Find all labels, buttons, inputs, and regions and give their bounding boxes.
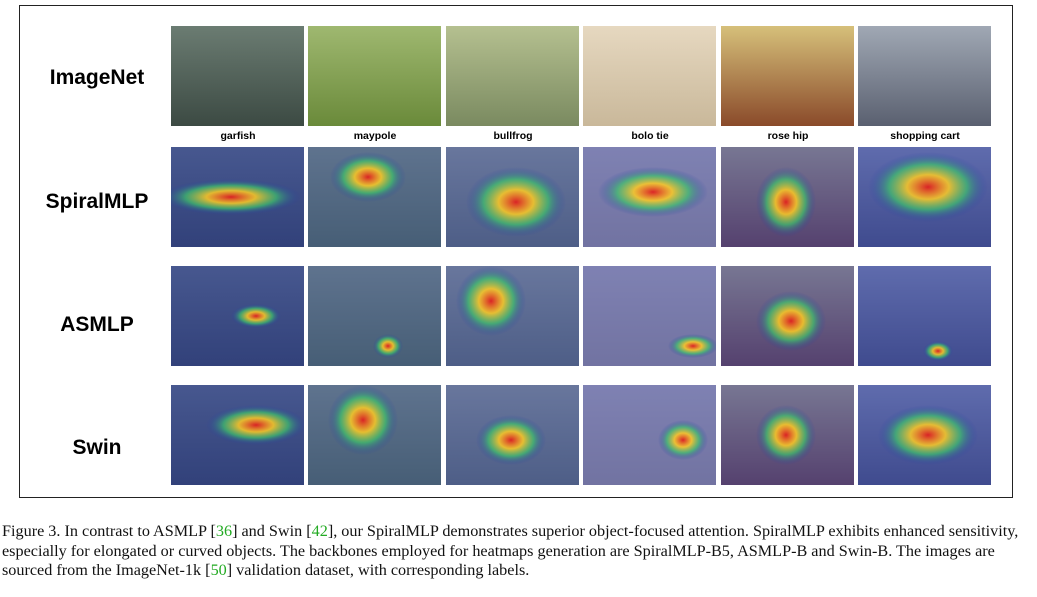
col-label-bullfrog: bullfrog: [493, 130, 533, 142]
figure-caption: Figure 3. In contrast to ASMLP [36] and …: [2, 522, 1019, 580]
image-swin-rose-hip: [721, 385, 854, 485]
image-swin-shopping-cart: [858, 385, 991, 485]
citation-link[interactable]: 50: [210, 561, 227, 580]
image-imagenet-bullfrog: [446, 26, 579, 126]
col-label-rose-hip: rose hip: [767, 130, 809, 142]
image-imagenet-maypole: [308, 26, 441, 126]
row-label-asmlp: ASMLP: [60, 313, 134, 336]
image-asmlp-garfish: [171, 266, 304, 366]
image-asmlp-bolo-tie: [583, 266, 716, 366]
image-swin-bullfrog: [446, 385, 579, 485]
image-spiralmlp-garfish: [171, 147, 304, 247]
image-asmlp-shopping-cart: [858, 266, 991, 366]
image-spiralmlp-bolo-tie: [583, 147, 716, 247]
image-asmlp-bullfrog: [446, 266, 579, 366]
row-label-spiralmlp: SpiralMLP: [45, 190, 149, 213]
row-label-imagenet: ImageNet: [49, 66, 145, 89]
image-asmlp-rose-hip: [721, 266, 854, 366]
image-imagenet-shopping-cart: [858, 26, 991, 126]
image-imagenet-bolo-tie: [583, 26, 716, 126]
col-label-shopping-cart: shopping cart: [890, 130, 960, 142]
col-label-garfish: garfish: [220, 130, 256, 142]
citation-link[interactable]: 42: [311, 522, 328, 540]
image-swin-garfish: [171, 385, 304, 485]
image-spiralmlp-shopping-cart: [858, 147, 991, 247]
image-asmlp-maypole: [308, 266, 441, 366]
image-spiralmlp-maypole: [308, 147, 441, 247]
image-swin-bolo-tie: [583, 385, 716, 485]
row-label-swin: Swin: [72, 436, 122, 459]
image-spiralmlp-bullfrog: [446, 147, 579, 247]
image-imagenet-garfish: [171, 26, 304, 126]
image-imagenet-rose-hip: [721, 26, 854, 126]
citation-link[interactable]: 36: [215, 522, 233, 540]
col-label-maypole: maypole: [353, 130, 397, 142]
col-label-bolo-tie: bolo tie: [631, 130, 669, 142]
image-spiralmlp-rose-hip: [721, 147, 854, 247]
image-swin-maypole: [308, 385, 441, 485]
